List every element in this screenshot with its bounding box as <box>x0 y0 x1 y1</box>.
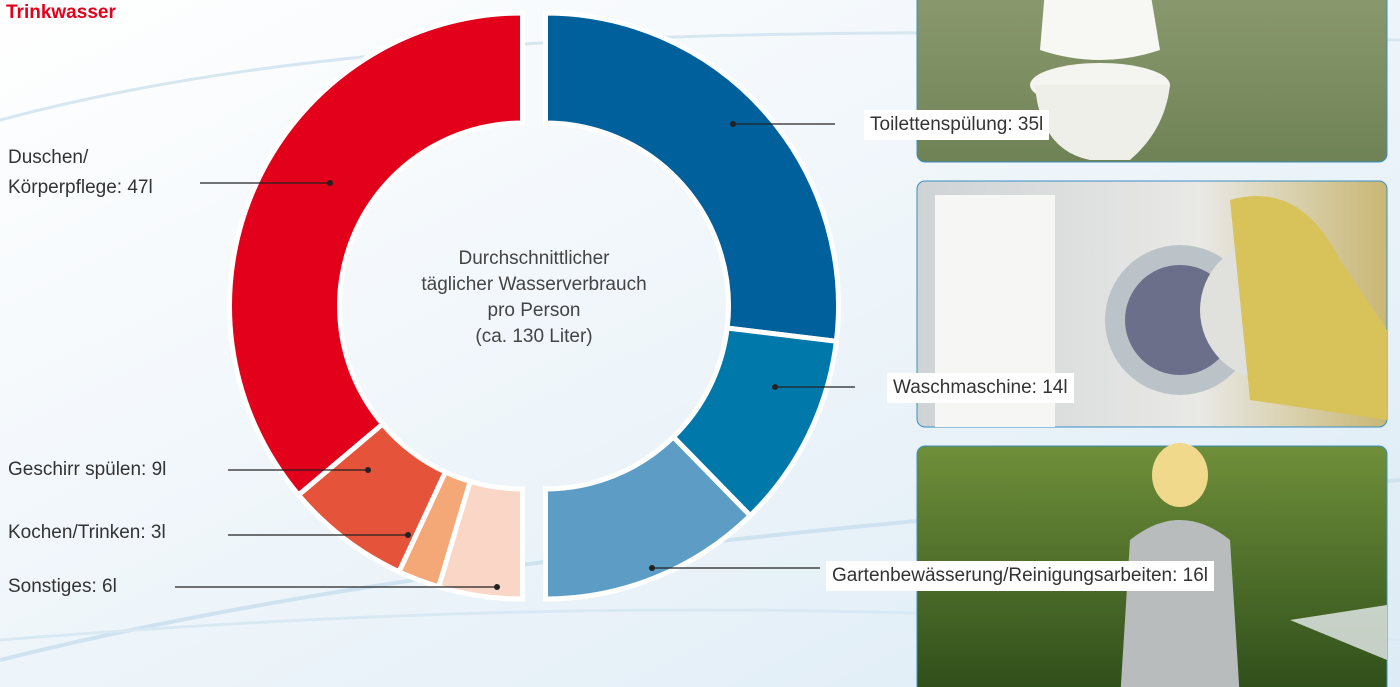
leader-dot <box>494 584 500 590</box>
chart-title: Trinkwasser <box>6 2 116 24</box>
leader-dot <box>327 180 333 186</box>
segment-label: Duschen/ Körperpflege: 47l <box>8 143 153 203</box>
segment-label: Geschirr spülen: 9l <box>8 455 166 485</box>
center-label: Durchschnittlicher täglicher Wasserverbr… <box>394 246 674 350</box>
leader-dot <box>772 384 778 390</box>
segment-label: Toilettenspülung: 35l <box>864 110 1049 140</box>
page: {"chart_data": {"type": "donut", "title"… <box>0 0 1400 687</box>
segment-label: Sonstiges: 6l <box>8 572 117 602</box>
segment-label: Gartenbewässerung/Reinigungsarbeiten: 16… <box>826 561 1214 591</box>
segment-label: Waschmaschine: 14l <box>887 373 1074 403</box>
leader-dot <box>365 467 371 473</box>
leader-dot <box>730 121 736 127</box>
segment-label: Kochen/Trinken: 3l <box>8 518 166 548</box>
leader-dot <box>405 532 411 538</box>
leader-dot <box>649 565 655 571</box>
